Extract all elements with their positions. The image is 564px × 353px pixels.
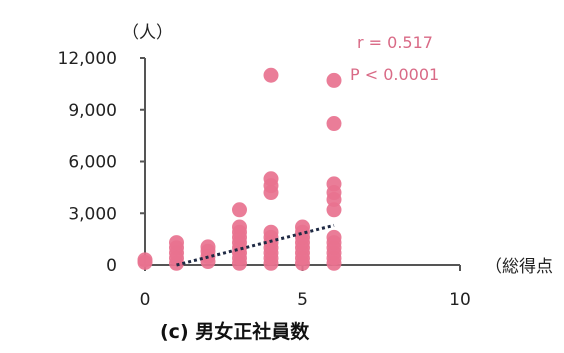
data-point [326, 116, 342, 132]
data-point [263, 224, 279, 240]
y-tick-label: 6,000 [68, 153, 117, 173]
y-axis-unit-label: （人） [122, 23, 173, 43]
y-tick-label: 9,000 [68, 101, 117, 121]
x-tick-labels: 0 5 10 [140, 265, 471, 310]
x-tick-label: 10 [449, 290, 471, 310]
x-tick-label: 0 [140, 290, 151, 310]
data-point [263, 67, 279, 83]
data-point [326, 202, 342, 218]
data-point [326, 229, 342, 245]
data-point [326, 176, 342, 192]
data-point [232, 219, 247, 235]
data-points [137, 67, 342, 271]
p-value-annotation: P < 0.0001 [350, 65, 439, 84]
y-tick-label: 12,000 [58, 49, 117, 69]
data-point [295, 219, 310, 235]
y-tick-label: 0 [106, 256, 117, 276]
data-point [137, 252, 153, 268]
x-tick-label: 5 [297, 290, 308, 310]
y-tick-label: 3,000 [68, 204, 117, 224]
chart-caption: (c) 男女正社員数 [160, 320, 310, 343]
data-point [169, 235, 184, 251]
correlation-annotation: r = 0.517 [357, 33, 433, 52]
y-tick-labels: 0 3,000 6,000 9,000 12,000 [58, 49, 145, 276]
data-point [232, 202, 247, 218]
trend-line [176, 223, 335, 267]
data-point [200, 239, 216, 255]
data-point [326, 72, 342, 88]
data-point [263, 171, 279, 187]
x-axis-unit-label: （総得点 [485, 257, 553, 277]
